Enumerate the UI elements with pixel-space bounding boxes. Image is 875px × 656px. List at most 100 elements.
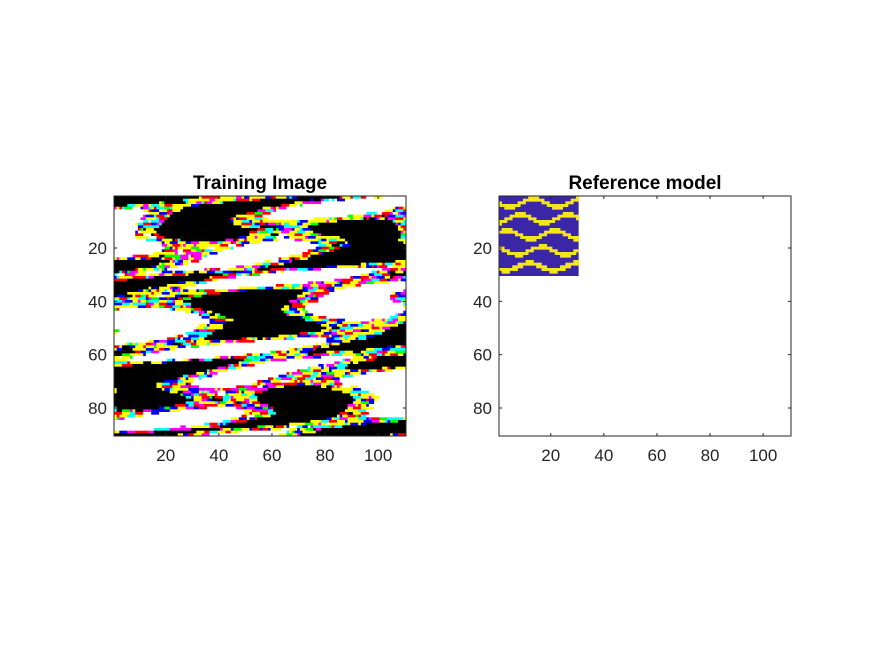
training-cell — [398, 249, 407, 253]
training-cell — [180, 425, 186, 429]
training-cell — [289, 334, 293, 338]
training-cell — [270, 340, 279, 343]
training-cell — [201, 265, 210, 269]
training-cell — [307, 353, 314, 357]
training-cell — [175, 281, 178, 285]
training-cell — [190, 249, 197, 253]
training-cell — [129, 225, 139, 229]
training-cell — [368, 212, 378, 215]
training-cell — [156, 369, 165, 373]
training-cell — [172, 220, 179, 223]
training-cell — [265, 340, 269, 343]
training-cell — [329, 396, 338, 399]
training-cell — [334, 356, 343, 359]
training-cell — [281, 246, 285, 250]
training-cell — [180, 212, 186, 215]
training-cell — [121, 249, 125, 253]
training-cell — [376, 372, 386, 375]
training-cell — [321, 270, 324, 274]
training-cell — [201, 249, 205, 253]
training-cell — [347, 300, 356, 303]
training-cell — [169, 286, 173, 290]
training-cell — [374, 428, 383, 431]
training-cell — [358, 334, 367, 338]
training-cell — [140, 252, 147, 255]
training-cell — [310, 244, 319, 247]
training-cell — [193, 377, 200, 381]
training-cell — [201, 318, 210, 322]
training-cell — [116, 390, 120, 394]
training-cell — [172, 356, 176, 359]
training-cell — [129, 284, 133, 287]
training-cell — [403, 334, 407, 338]
training-cell — [315, 214, 325, 218]
training-cell — [342, 244, 351, 247]
training-cell — [249, 366, 253, 370]
training-cell — [355, 412, 359, 415]
training-cell — [127, 334, 133, 338]
training-cell — [392, 262, 396, 266]
training-cell — [127, 233, 131, 237]
training-cell — [129, 401, 133, 405]
training-cell — [175, 257, 181, 261]
training-cell — [260, 278, 269, 282]
training-cell — [336, 329, 340, 333]
training-cell — [355, 204, 364, 207]
training-cell — [212, 284, 221, 287]
training-cell — [233, 300, 242, 303]
training-cell — [278, 417, 282, 421]
training-cell — [307, 305, 311, 309]
training-cell — [193, 302, 197, 306]
training-cell — [339, 249, 343, 253]
training-cell — [233, 270, 237, 274]
training-cell — [183, 196, 189, 199]
training-cell — [238, 212, 248, 215]
training-cell — [198, 217, 205, 221]
training-cell — [339, 308, 348, 311]
training-cell — [175, 217, 178, 221]
training-cell — [209, 412, 216, 415]
training-cell — [302, 212, 309, 215]
training-cell — [249, 361, 258, 365]
training-cell — [283, 385, 293, 389]
training-cell — [206, 390, 210, 394]
training-cell — [275, 385, 285, 389]
training-cell — [334, 372, 340, 375]
training-cell — [344, 366, 348, 370]
training-cell — [331, 342, 340, 346]
training-cell — [347, 225, 354, 229]
training-cell — [172, 236, 176, 239]
training-cell — [270, 246, 279, 250]
training-cell — [275, 257, 279, 261]
training-cell — [180, 348, 184, 351]
training-cell — [159, 209, 168, 213]
training-cell — [273, 420, 279, 423]
training-cell — [358, 265, 362, 269]
training-cell — [159, 310, 168, 314]
training-cell — [119, 305, 128, 309]
training-cell — [283, 281, 293, 285]
training-cell — [124, 366, 128, 370]
training-cell — [318, 297, 322, 301]
training-cell — [379, 401, 383, 405]
training-cell — [159, 364, 163, 367]
training-cell — [114, 209, 123, 213]
training-cell — [283, 252, 290, 255]
training-cell — [379, 204, 388, 207]
training-cell — [156, 326, 160, 330]
training-cell — [228, 262, 232, 266]
training-cell — [233, 329, 240, 333]
training-cell — [403, 230, 407, 234]
training-cell — [201, 364, 205, 367]
training-cell — [382, 220, 386, 223]
training-cell — [169, 396, 173, 399]
training-cell — [339, 380, 343, 383]
training-cell — [135, 414, 144, 418]
training-cell — [135, 390, 144, 394]
training-cell — [127, 324, 131, 327]
training-cell — [193, 308, 202, 311]
training-cell — [321, 313, 324, 317]
training-cell — [225, 345, 234, 349]
training-cell — [355, 238, 359, 242]
training-cell — [360, 406, 367, 410]
